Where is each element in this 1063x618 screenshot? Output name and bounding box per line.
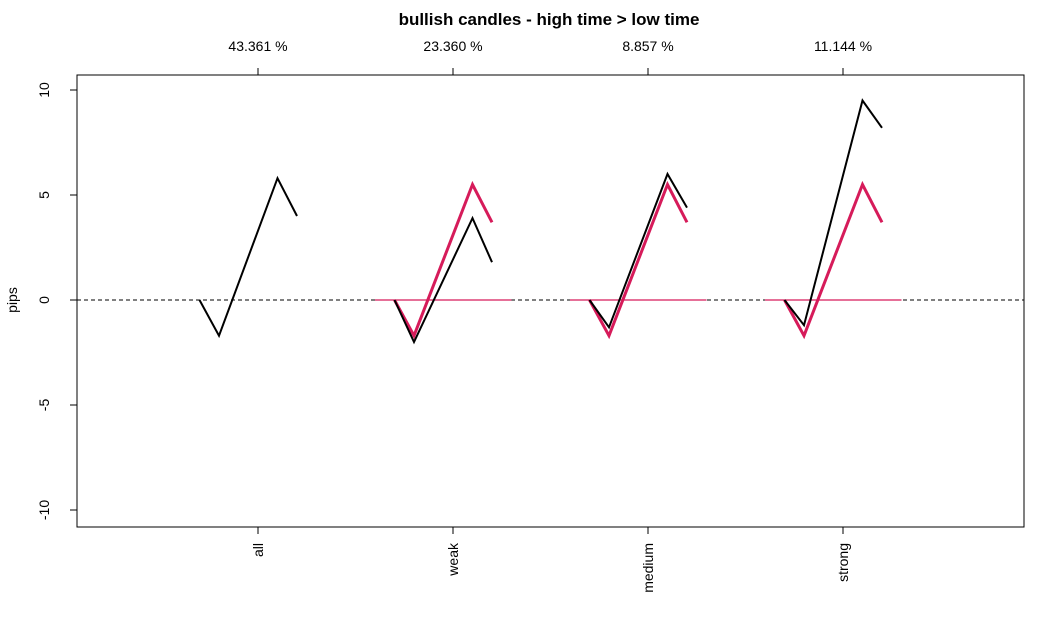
x-tick-label: medium [640, 543, 656, 593]
x-tick-label: strong [835, 543, 851, 582]
x-tick-label: weak [445, 542, 461, 577]
top-percent-label: 8.857 % [622, 38, 673, 54]
red-series-strong [783, 180, 884, 340]
red-series-weak [393, 180, 494, 340]
top-percent-label: 43.361 % [228, 38, 287, 54]
black-series-medium [588, 171, 688, 330]
plot-area: -10 -5 0 5 10 all weak medium strong 43.361 % 23.3… [36, 38, 1025, 593]
black-series-strong [783, 98, 883, 328]
red-series-medium [588, 180, 689, 340]
y-tick-label: -5 [36, 399, 52, 412]
top-percent-label: 23.360 % [423, 38, 482, 54]
black-series-all [198, 175, 298, 339]
y-tick-label: 0 [36, 296, 52, 304]
y-axis-label: pips [4, 287, 20, 313]
y-tick-label: -10 [36, 500, 52, 520]
chart-title: bullish candles - high time > low time [399, 10, 700, 29]
y-tick-label: 10 [36, 82, 52, 98]
top-percent-label: 11.144 % [814, 38, 872, 54]
plot-frame [76, 74, 1025, 528]
x-tick-label: all [250, 543, 266, 557]
black-series-weak [393, 215, 493, 345]
y-tick-label: 5 [36, 191, 52, 199]
